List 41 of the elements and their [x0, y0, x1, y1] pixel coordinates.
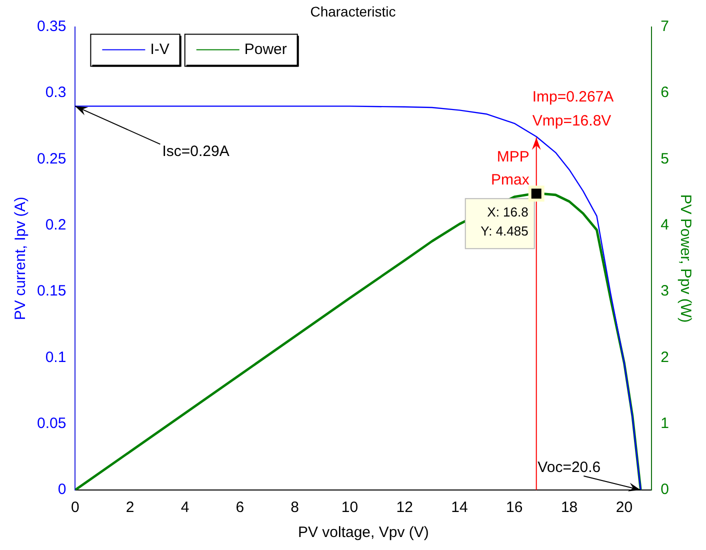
x-tick-label: 12: [396, 499, 413, 516]
x-tick-label: 10: [341, 499, 358, 516]
x-tick-label: 2: [126, 499, 134, 516]
y2-tick-label: 3: [660, 282, 669, 300]
y-tick-label: 0.35: [36, 18, 66, 35]
y2-tick-label: 0: [660, 481, 669, 498]
y-tick-label: 0.15: [36, 282, 66, 300]
x-tick-label: 18: [560, 499, 578, 516]
annotation: Y: 4.485: [480, 224, 528, 239]
y-tick-label: 0.05: [36, 414, 66, 432]
y-tick-label: 0.1: [45, 348, 66, 366]
annotation: MPP: [496, 148, 530, 166]
annotation: Voc=20.6: [538, 459, 601, 476]
y-axis-title: PV current, Ipv (A): [12, 196, 30, 320]
annotation: X: 16.8: [487, 204, 528, 220]
y2-axis-title: PV Power, Ppv (W): [676, 194, 694, 323]
x-tick-label: 6: [236, 499, 244, 516]
legend-label: Power: [244, 40, 287, 58]
chart-title: Characteristic: [310, 3, 396, 20]
x-tick-label: 0: [71, 499, 80, 516]
x-tick-label: 4: [180, 499, 190, 516]
annotation: Imp=0.267A: [532, 88, 614, 106]
x-tick-label: 14: [451, 499, 468, 516]
y-tick-label: 0.3: [45, 84, 66, 102]
annotation: Vmp=16.8V: [532, 112, 612, 130]
y2-tick-label: 7: [660, 18, 669, 35]
x-tick-label: 16: [506, 499, 523, 516]
legend-label: I-V: [150, 40, 170, 58]
x-tick-label: 20: [616, 499, 633, 516]
y2-tick-label: 4: [660, 216, 669, 234]
y2-tick-label: 1: [660, 414, 669, 432]
x-tick-label: 8: [290, 499, 299, 516]
y2-tick-label: 6: [660, 84, 669, 102]
y2-tick-label: 2: [660, 348, 669, 366]
y-tick-label: 0.2: [45, 216, 66, 234]
x-axis-title: PV voltage, Vpv (V): [298, 524, 429, 542]
annotation: Pmax: [491, 172, 530, 189]
y-tick-label: 0.25: [36, 150, 66, 168]
y2-tick-label: 5: [660, 150, 669, 168]
y-tick-label: 0: [58, 481, 66, 498]
annotation: Isc=0.29A: [162, 143, 230, 160]
